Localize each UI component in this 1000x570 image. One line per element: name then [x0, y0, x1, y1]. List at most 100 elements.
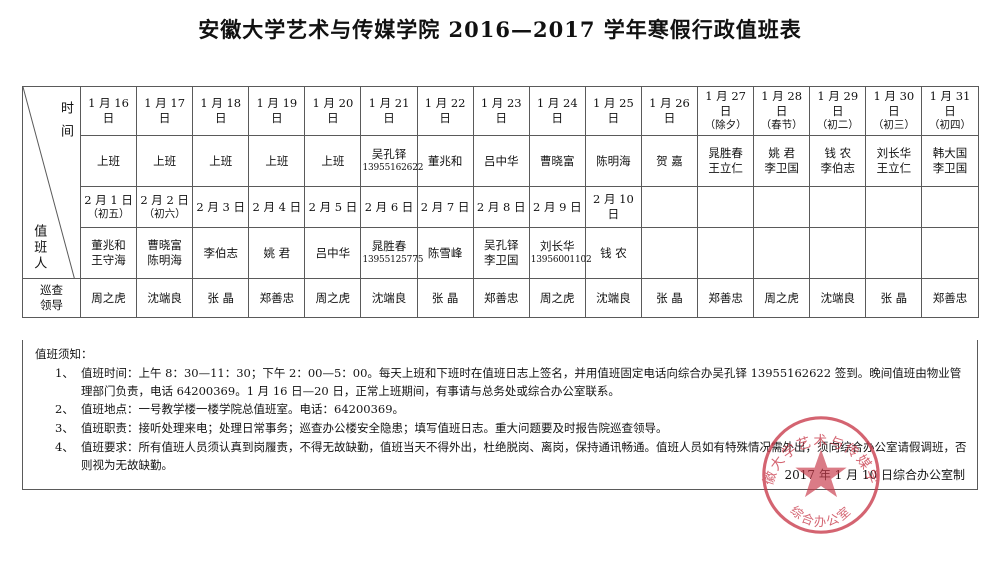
date-header-cell: 2 月 3 日: [192, 186, 250, 229]
duty-person-cell: 钱 农李伯志: [809, 135, 867, 188]
date-header-cell: [697, 186, 755, 229]
duty-person-name: 刘长华: [540, 239, 575, 254]
date-header-cell: [809, 186, 867, 229]
date-primary: 2 月 7 日: [420, 199, 470, 214]
date-header-cell: [753, 186, 811, 229]
duty-person-cell: [697, 227, 755, 280]
duty-person-name: 李卫国: [483, 253, 519, 268]
date-header-cell: 1 月 25 日: [584, 85, 642, 137]
patrol-leader-cell: 周之虎: [753, 278, 811, 319]
patrol-leader-cell: 郑善忠: [921, 278, 979, 319]
patrol-header-cell: 巡查 领导: [22, 278, 81, 319]
table-row: 董兆和 王守海 曹晓富 陈明海 李伯志姚 君吕中华 晁胜春 13955125775 陈雪峰 吴孔…: [23, 227, 979, 280]
duty-person-cell: 吕中华: [304, 227, 362, 280]
duty-person-name: 刘长华: [876, 146, 912, 161]
date-lunar: （初三）: [872, 119, 915, 132]
duty-person-name: 曹晓富: [540, 153, 575, 168]
duty-person-name: 上班: [153, 153, 177, 168]
date-primary: 2 月 1 日: [84, 192, 133, 207]
corner-header-cell: 时间值班人: [22, 85, 81, 280]
date-primary: 1 月 19 日: [256, 95, 298, 126]
patrol-leader-cell: 张 晶: [192, 278, 250, 319]
patrol-leader-cell: 张 晶: [416, 278, 474, 319]
date-primary: 2 月 6 日: [364, 199, 414, 214]
duty-person-name: 曹晓富: [147, 238, 182, 253]
table-row: 巡查 领导 周之虎 沈端良张 晶郑善忠 周之虎 沈端良张 晶郑善忠 周之虎 沈端良张 晶郑善忠…: [22, 278, 979, 319]
date-header-cell: 1 月 20 日: [304, 85, 362, 137]
corner-label-time: 时间: [58, 101, 73, 147]
date-header-cell: 2 月 7 日: [416, 186, 474, 229]
duty-person-cell: 钱 农: [584, 227, 642, 280]
duty-person-name: 晁胜春: [371, 239, 407, 254]
duty-person-name: 姚 君: [263, 245, 291, 260]
duty-person-name: 李卫国: [932, 161, 968, 176]
date-header-cell: 2 月 9 日: [528, 186, 586, 229]
date-header-cell: 1 月 28 日（春节）: [753, 85, 811, 137]
duty-person-name: 董兆和: [427, 153, 463, 168]
note-text: 值班要求：所有值班人员须认真到岗履责，不得无故缺勤，值班当天不得外出，杜绝脱岗、…: [81, 440, 967, 472]
patrol-leader-cell: 郑善忠: [472, 278, 530, 319]
date-lunar: （春节）: [760, 119, 803, 132]
list-item: 2、 值班地点：一号教学楼一楼学院总值班室。电话：64200369。: [35, 401, 967, 419]
notes-list: 1、 值班时间：上午 8：30—11：30；下午 2：00—5：00。每天上班和下…: [35, 365, 967, 475]
duty-person-cell: 刘长华 13956001102: [528, 227, 592, 280]
duty-person-name: 董兆和: [91, 238, 126, 253]
duty-person-name: 陈雪峰: [427, 245, 463, 260]
duty-person-cell: 晁胜春 王立仁: [697, 135, 755, 188]
date-primary: 1 月 25 日: [593, 95, 634, 126]
date-primary: 2 月 9 日: [532, 199, 582, 214]
patrol-leader-cell: 周之虎: [528, 278, 586, 319]
duty-person-name: 姚 君: [768, 146, 795, 161]
date-lunar: （初四）: [928, 119, 971, 132]
duty-person-name: 贺 嘉: [656, 153, 683, 168]
duty-person-cell: 韩大国 李卫国: [921, 135, 979, 188]
notes-heading: 值班须知：: [35, 347, 93, 361]
duty-person-name: 晁胜春: [708, 146, 743, 161]
list-item: 3、 值班职责：接听处理来电；处理日常事务；巡查办公楼安全隐患；填写值班日志。重大…: [35, 420, 967, 438]
date-header-cell: 1 月 16 日: [79, 85, 138, 137]
date-header-cell: 1 月 22 日: [416, 85, 474, 137]
duty-person-cell: 上班: [192, 135, 250, 188]
date-header-cell: 1 月 21 日: [360, 85, 418, 137]
duty-person-cell: [753, 227, 811, 280]
date-lunar: （初二）: [816, 119, 859, 132]
date-primary: 1 月 22 日: [424, 95, 466, 126]
note-number: 1、: [55, 365, 74, 380]
duty-person-name: 李伯志: [203, 245, 238, 260]
date-header-cell: 2 月 4 日: [248, 186, 306, 229]
duty-person-cell: 姚 君李卫国: [753, 135, 811, 188]
date-header-cell: 2 月 6 日: [360, 186, 418, 229]
duty-person-name: 李卫国: [764, 161, 799, 176]
date-primary: 2 月 2 日: [140, 192, 189, 207]
duty-person-name: 王守海: [91, 253, 126, 268]
duty-person-cell: 刘长华 王立仁: [865, 135, 923, 188]
duty-person-phone: 13955162622: [362, 163, 424, 174]
date-header-cell: 1 月 23 日: [472, 85, 530, 137]
duty-person-cell: 陈明海: [584, 135, 642, 188]
duty-person-cell: 姚 君: [248, 227, 306, 280]
duty-person-cell: 董兆和: [416, 135, 474, 188]
duty-person-name: 吕中华: [315, 245, 351, 260]
corner-label-person: 值班人: [31, 224, 47, 273]
date-primary: 2 月 4 日: [252, 199, 302, 214]
patrol-leader-cell: 沈端良: [136, 278, 194, 319]
duty-person-name: 上班: [265, 153, 289, 168]
date-primary: 1 月 16 日: [88, 95, 129, 126]
date-header-cell: 1 月 30 日（初三）: [865, 85, 923, 137]
date-primary: 2 月 5 日: [308, 199, 358, 214]
duty-person-cell: 董兆和 王守海: [79, 227, 138, 280]
date-header-cell: 2 月 1 日（初五）: [79, 186, 138, 229]
patrol-leader-cell: 张 晶: [640, 278, 699, 319]
patrol-leader-cell: 郑善忠: [697, 278, 755, 319]
patrol-leader-cell: 周之虎: [79, 278, 138, 319]
diagonal-divider-icon: [23, 87, 80, 279]
date-lunar: （除夕）: [704, 119, 747, 132]
date-header-cell: 1 月 31 日（初四）: [921, 85, 979, 137]
date-header-cell: [865, 186, 923, 229]
duty-person-cell: 李伯志: [192, 227, 250, 280]
